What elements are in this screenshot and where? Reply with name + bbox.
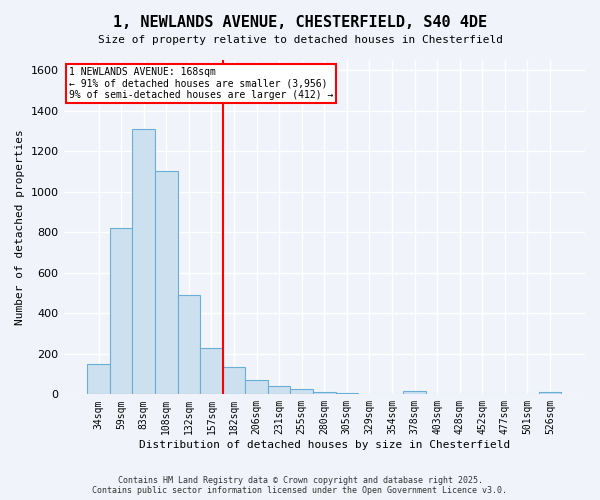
Bar xyxy=(133,129,155,394)
Bar xyxy=(539,392,561,394)
Bar xyxy=(245,380,268,394)
Bar xyxy=(223,367,245,394)
Text: 1 NEWLANDS AVENUE: 168sqm
← 91% of detached houses are smaller (3,956)
9% of sem: 1 NEWLANDS AVENUE: 168sqm ← 91% of detac… xyxy=(69,66,333,100)
Bar xyxy=(268,386,290,394)
Text: 1, NEWLANDS AVENUE, CHESTERFIELD, S40 4DE: 1, NEWLANDS AVENUE, CHESTERFIELD, S40 4D… xyxy=(113,15,487,30)
Bar xyxy=(110,228,133,394)
Bar xyxy=(313,392,335,394)
Bar xyxy=(200,348,223,395)
Bar xyxy=(155,172,178,394)
Text: Size of property relative to detached houses in Chesterfield: Size of property relative to detached ho… xyxy=(97,35,503,45)
Y-axis label: Number of detached properties: Number of detached properties xyxy=(15,130,25,325)
Bar xyxy=(178,295,200,394)
Bar xyxy=(403,392,426,394)
Bar xyxy=(290,390,313,394)
Text: Contains HM Land Registry data © Crown copyright and database right 2025.
Contai: Contains HM Land Registry data © Crown c… xyxy=(92,476,508,495)
X-axis label: Distribution of detached houses by size in Chesterfield: Distribution of detached houses by size … xyxy=(139,440,510,450)
Bar xyxy=(87,364,110,394)
